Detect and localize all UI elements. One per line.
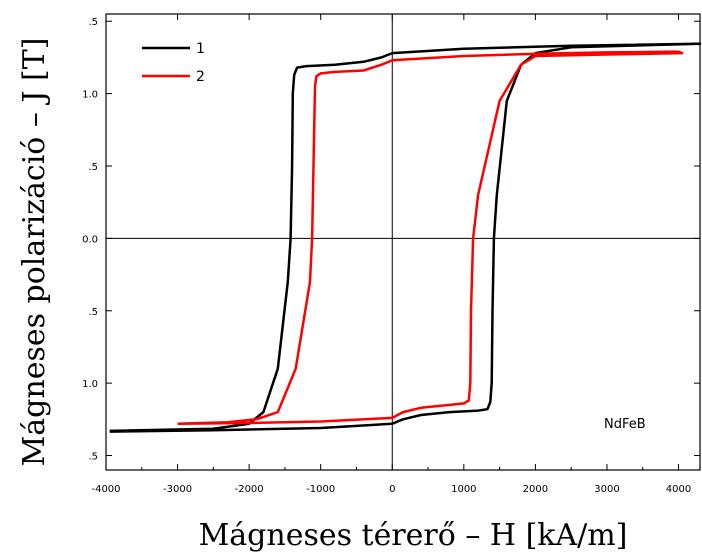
y-tick-label: 0.0 xyxy=(82,234,98,245)
y-axis-label: Mágneses polarizáció – J [T] xyxy=(17,38,52,467)
legend-label-1: 1 xyxy=(196,41,205,57)
x-tick-label: -3000 xyxy=(163,484,192,495)
material-annotation: NdFeB xyxy=(604,417,646,432)
x-tick-label: 4000 xyxy=(666,484,691,495)
y-tick-label: .5 xyxy=(88,17,98,28)
y-tick-label: 1.0 xyxy=(82,379,98,390)
x-tick-label: 0 xyxy=(389,484,395,495)
x-tick-label: 1000 xyxy=(451,484,476,495)
y-tick-label: .5 xyxy=(88,307,98,318)
x-tick-label: -2000 xyxy=(235,484,264,495)
x-axis-label: Mágneses térerő – H [kA/m] xyxy=(199,518,628,553)
y-tick-label: .5 xyxy=(88,162,98,173)
x-tick-label: 3000 xyxy=(594,484,619,495)
plot-frame xyxy=(105,13,701,471)
y-tick-label: .5 xyxy=(88,452,98,463)
series-2-line xyxy=(177,50,684,425)
x-tick-label: -4000 xyxy=(91,484,120,495)
x-tick-label: -1000 xyxy=(306,484,335,495)
series-1-line xyxy=(109,42,702,433)
x-tick-label: 2000 xyxy=(523,484,548,495)
legend-label-2: 2 xyxy=(196,69,205,85)
y-tick-label: 1.0 xyxy=(82,90,98,101)
